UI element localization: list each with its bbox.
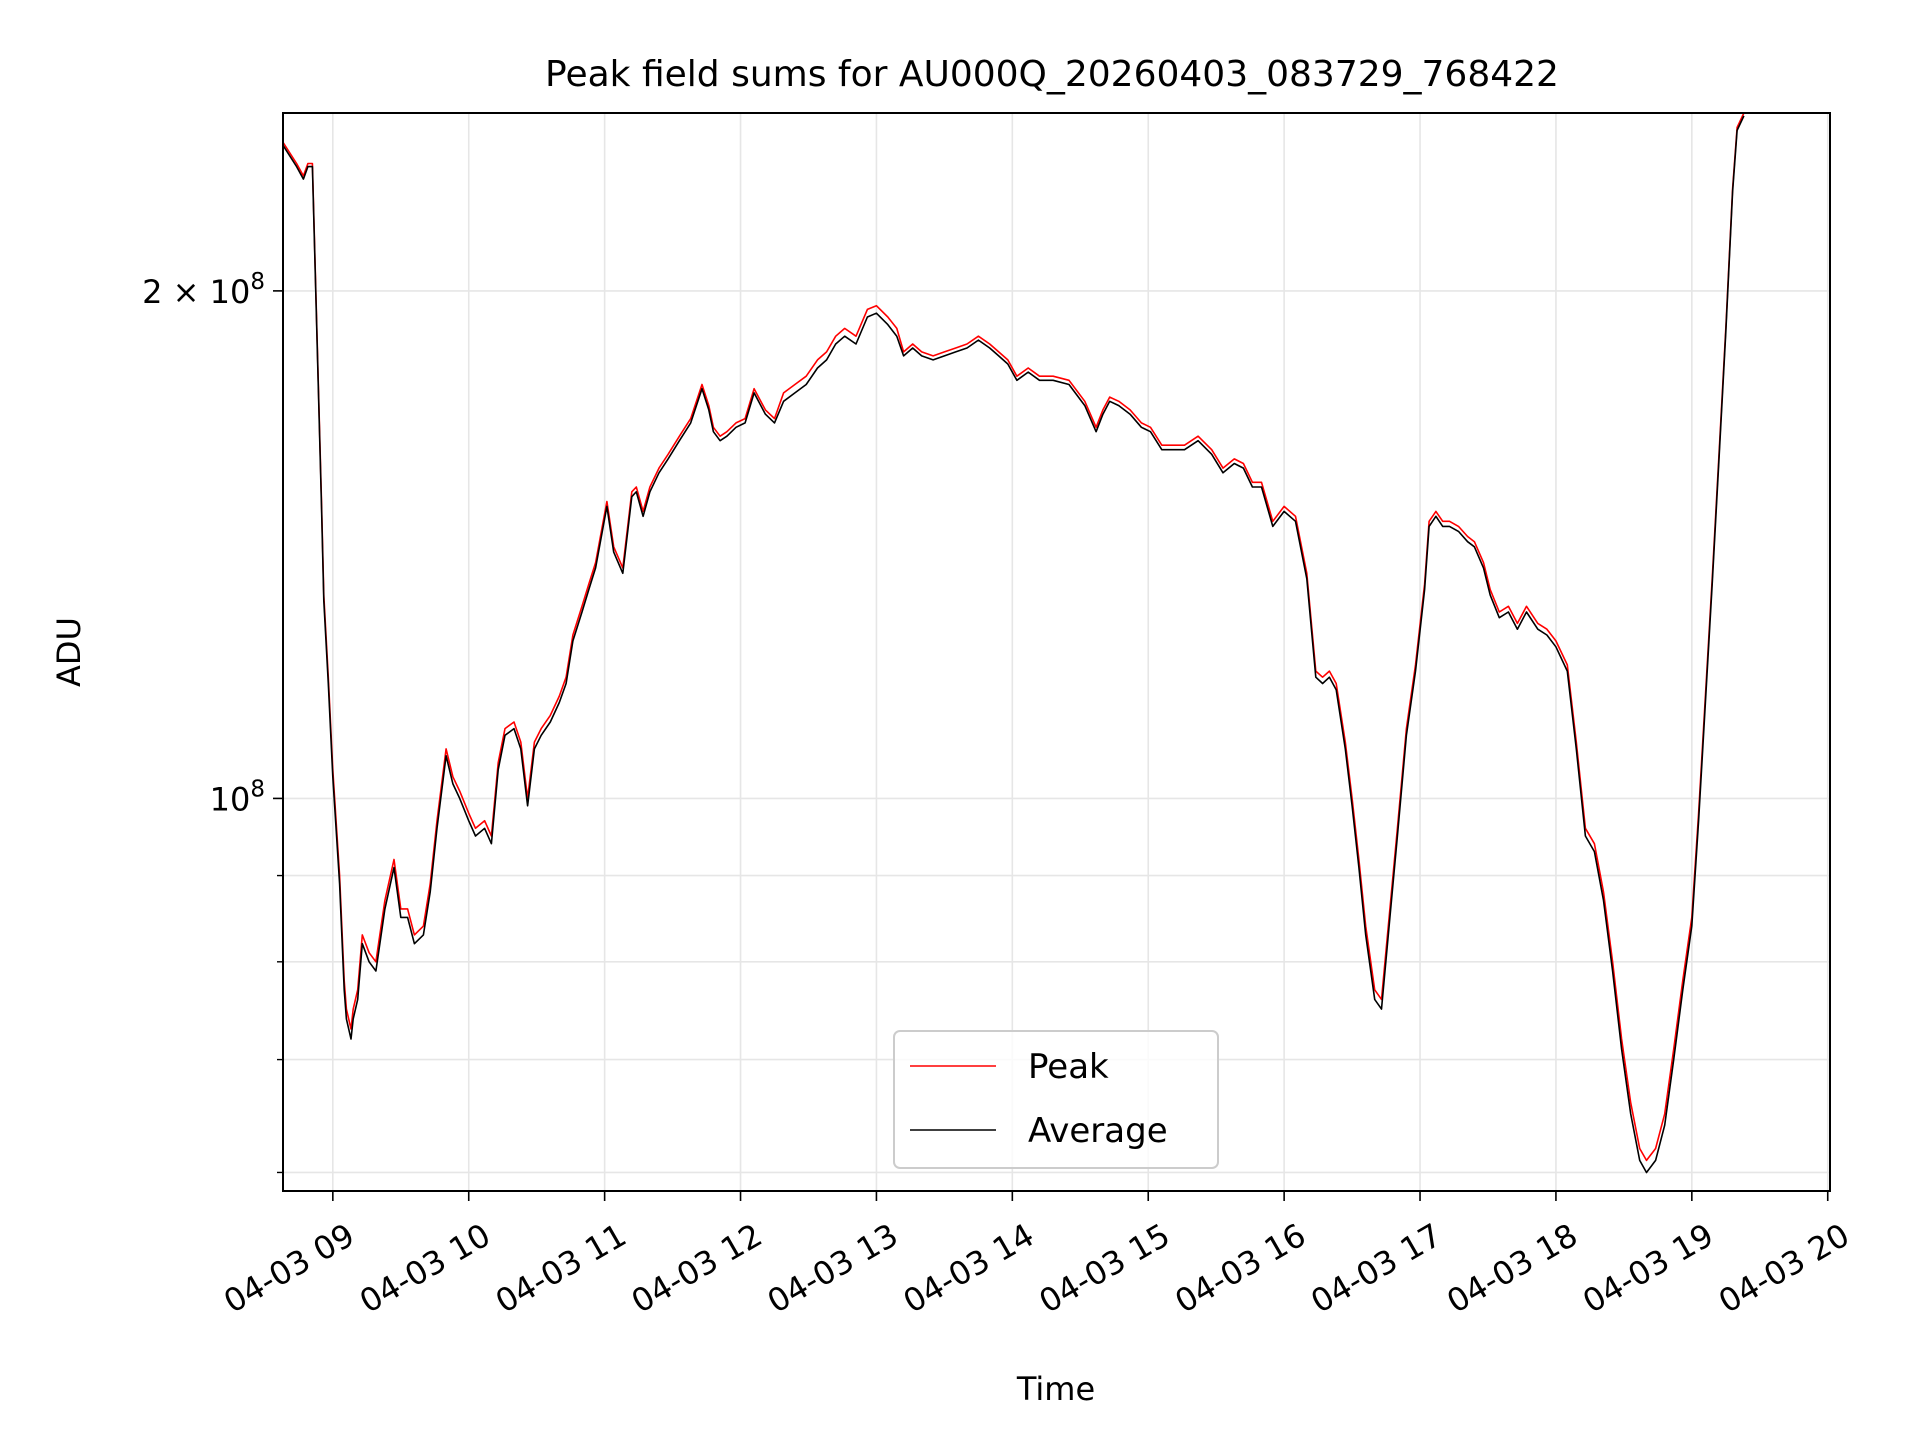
plot-frame: [282, 112, 1831, 1192]
legend: Peak Average: [893, 1030, 1219, 1169]
y-tick-label: 108: [210, 776, 265, 818]
series-line-average: [282, 115, 1745, 1174]
y-axis-label: ADU: [50, 617, 88, 687]
y-axis: 108 2 × 108: [142, 269, 283, 1174]
legend-label-peak: Peak: [1028, 1047, 1109, 1087]
x-axis-label: Time: [1016, 1370, 1095, 1408]
legend-label-average: Average: [1028, 1111, 1168, 1151]
series-layer: [282, 112, 1745, 1174]
chart-title: Peak field sums for AU000Q_20260403_0837…: [545, 54, 1559, 95]
y-tick-label: 2 × 108: [142, 269, 265, 311]
series-line-peak: [282, 112, 1745, 1162]
